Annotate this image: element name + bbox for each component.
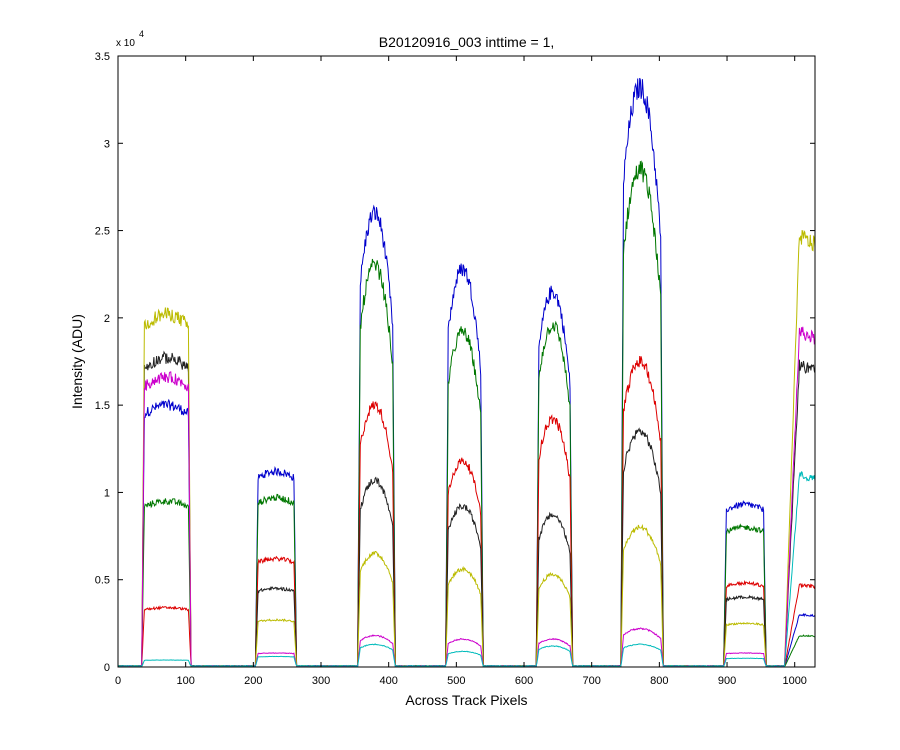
x-axis-label: Across Track Pixels xyxy=(405,692,527,708)
x-tick-label: 300 xyxy=(312,675,330,687)
x-tick-label: 500 xyxy=(447,675,465,687)
x-tick-label: 700 xyxy=(583,675,601,687)
axes-box xyxy=(117,55,816,668)
x-tick-label: 100 xyxy=(176,675,194,687)
plot-area xyxy=(118,56,815,667)
y-tick-label: 3.5 xyxy=(95,51,110,63)
y-tick-label: 2.5 xyxy=(95,226,110,238)
series-line-7 xyxy=(117,471,816,668)
y-multiplier-label: x 10 xyxy=(116,38,135,49)
x-tick-label: 1000 xyxy=(782,675,806,687)
y-tick-label: 2 xyxy=(104,313,110,325)
series-group xyxy=(117,77,816,668)
y-tick-label: 0.5 xyxy=(95,575,110,587)
x-tick-label: 400 xyxy=(379,675,397,687)
y-multiplier-exponent: 4 xyxy=(139,29,144,39)
y-axis-label: Intensity (ADU) xyxy=(69,314,85,409)
x-tick-label: 800 xyxy=(650,675,668,687)
x-tick-label: 200 xyxy=(244,675,262,687)
x-tick-label: 900 xyxy=(718,675,736,687)
y-tick-label: 1.5 xyxy=(95,400,110,412)
plot-background xyxy=(118,56,815,667)
y-tick-label: 1 xyxy=(104,487,110,499)
y-tick-label: 0 xyxy=(104,662,110,674)
y-tick-label: 3 xyxy=(104,138,110,150)
chart-title: B20120916_003 inttime = 1, xyxy=(379,34,555,50)
x-tick-label: 0 xyxy=(115,675,121,687)
x-tick-label: 600 xyxy=(515,675,533,687)
tick-group: 0 100 200 300 400 500 600 700 800 900 1000 0 0.5 1 1.5… xyxy=(95,51,816,687)
